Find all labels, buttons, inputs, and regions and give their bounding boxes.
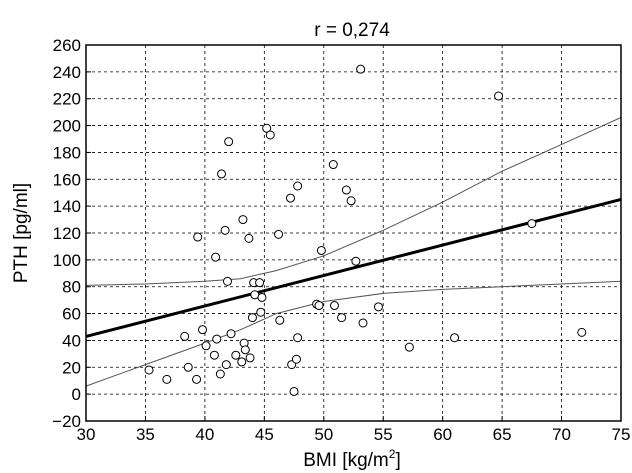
data-point — [201, 341, 211, 351]
data-point — [577, 327, 587, 337]
data-point — [221, 360, 231, 370]
data-point — [293, 333, 303, 343]
x-axis-ticks: 30 35 40 45 50 55 60 65 70 75 — [77, 416, 631, 444]
y-tick-label: 40 — [62, 331, 81, 350]
data-point — [215, 369, 225, 379]
data-point — [255, 278, 265, 288]
data-point — [256, 307, 266, 317]
x-tick-label: 55 — [374, 425, 393, 444]
x-tick-label: 40 — [195, 425, 214, 444]
x-tick-label: 75 — [612, 425, 631, 444]
y-tick-label: 180 — [53, 143, 81, 162]
x-axis-title-superscript: 2 — [389, 447, 396, 461]
y-tick-label: −20 — [52, 412, 81, 431]
data-point — [356, 64, 366, 74]
regression-line — [85, 197, 622, 338]
data-point — [329, 301, 339, 311]
data-point — [192, 374, 202, 384]
data-point — [212, 334, 222, 344]
x-tick-label: 50 — [314, 425, 333, 444]
data-point — [180, 331, 190, 341]
x-axis-title-end: ] — [395, 450, 400, 471]
y-tick-label: 260 — [53, 36, 81, 55]
data-point — [162, 374, 172, 384]
data-point — [527, 219, 537, 229]
y-tick-label: 60 — [62, 305, 81, 324]
confidence-upper-line — [85, 117, 622, 286]
data-point — [346, 196, 356, 206]
data-point — [358, 318, 368, 328]
y-tick-label: 80 — [62, 278, 81, 297]
x-tick-label: 70 — [552, 425, 571, 444]
x-tick-label: 60 — [433, 425, 452, 444]
data-point — [240, 345, 250, 355]
y-tick-label: 160 — [53, 170, 81, 189]
data-point — [450, 333, 460, 343]
data-point — [224, 137, 234, 147]
data-point — [275, 315, 285, 325]
data-point — [314, 301, 324, 311]
y-tick-label: 220 — [53, 90, 81, 109]
data-point — [144, 365, 154, 375]
data-point — [351, 256, 361, 266]
data-point — [222, 276, 232, 286]
data-point — [373, 302, 383, 312]
data-point — [211, 252, 221, 262]
data-point — [328, 160, 338, 170]
x-axis-title: BMI [kg/m2] — [303, 447, 400, 471]
x-tick-label: 65 — [493, 425, 512, 444]
grid — [86, 45, 621, 421]
data-point — [183, 362, 193, 372]
data-point — [265, 130, 275, 140]
y-tick-label: 20 — [62, 358, 81, 377]
data-point — [220, 225, 230, 235]
data-point — [285, 193, 295, 203]
y-tick-label: 120 — [53, 224, 81, 243]
chart-title: r = 0,274 — [314, 20, 390, 41]
confidence-lower-line — [85, 280, 622, 387]
data-point — [193, 232, 203, 242]
data-point — [291, 354, 301, 364]
data-point — [226, 329, 236, 339]
data-point — [217, 169, 227, 179]
confidence-band — [85, 117, 622, 387]
data-point — [238, 215, 248, 225]
data-point — [289, 386, 299, 396]
data-points — [144, 64, 587, 396]
y-axis-ticks: −20 0 20 40 60 80 100 120 140 160 180 200 220 240 260 — [52, 36, 91, 431]
y-tick-label: 240 — [53, 63, 81, 82]
data-point — [316, 245, 326, 255]
data-point — [237, 357, 247, 367]
data-point — [341, 185, 351, 195]
data-point — [247, 313, 257, 323]
y-tick-label: 200 — [53, 117, 81, 136]
x-tick-label: 45 — [255, 425, 274, 444]
y-tick-label: 140 — [53, 197, 81, 216]
data-point — [257, 292, 267, 302]
data-point — [494, 91, 504, 101]
data-point — [231, 350, 241, 360]
x-tick-label: 35 — [136, 425, 155, 444]
x-tick-label: 30 — [77, 425, 96, 444]
data-point — [209, 350, 219, 360]
data-point — [274, 229, 284, 239]
data-point — [244, 233, 254, 243]
data-point — [404, 342, 414, 352]
data-point — [337, 313, 347, 323]
y-tick-label: 0 — [72, 385, 81, 404]
y-tick-label: 100 — [53, 251, 81, 270]
data-point — [293, 181, 303, 191]
y-axis-title: PTH [pg/ml] — [11, 183, 32, 283]
data-point — [198, 325, 208, 335]
data-point — [245, 353, 255, 363]
